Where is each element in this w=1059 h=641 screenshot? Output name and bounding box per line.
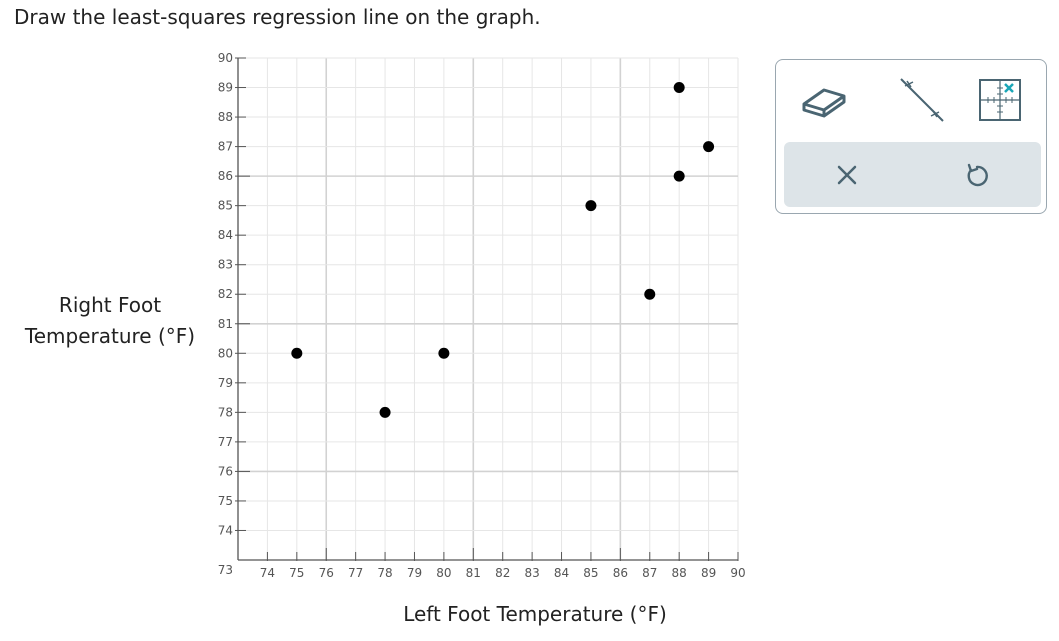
y-tick-label: 77 [218, 435, 233, 449]
grid [238, 57, 739, 560]
y-tick-label: 75 [218, 494, 233, 508]
x-ticks: 74 75 76 77 78 79 80 81 82 83 84 85 86 87 88 89 90 [260, 548, 746, 580]
y-tick-label: 86 [218, 169, 233, 183]
x-tick-label: 78 [377, 566, 392, 580]
question-prompt: Draw the least-squares regression line o… [14, 5, 541, 29]
y-tick-label: 84 [218, 228, 233, 242]
x-tick-label: 77 [348, 566, 363, 580]
x-tick-label: 88 [672, 566, 687, 580]
y-axis-label-line-1: Right Foot [58, 293, 162, 317]
data-points [291, 82, 715, 418]
y-tick-label: 87 [218, 140, 233, 154]
point-tool-button[interactable] [972, 74, 1028, 126]
undo-icon [967, 163, 988, 187]
x-tick-label: 90 [730, 566, 745, 580]
graph-actions [784, 142, 1041, 207]
x-tick-label: 82 [495, 566, 510, 580]
origin-label: 73 [218, 563, 233, 577]
line-tool-button[interactable] [894, 74, 950, 126]
x-tick-label: 74 [260, 566, 275, 580]
x-tick-label: 86 [613, 566, 628, 580]
y-tick-label: 85 [218, 199, 233, 213]
undo-button[interactable] [954, 152, 1000, 198]
y-tick-label: 82 [218, 287, 233, 301]
y-tick-label: 80 [218, 346, 233, 360]
x-tick-label: 84 [554, 566, 569, 580]
axes: 73 [218, 58, 738, 577]
data-point [291, 347, 303, 359]
data-point [379, 406, 391, 418]
data-point [673, 82, 685, 94]
clear-button[interactable] [824, 152, 870, 198]
y-tick-label: 90 [218, 51, 233, 65]
eraser-icon [802, 88, 846, 118]
y-tick-label: 89 [218, 81, 233, 95]
line-tool-icon [900, 78, 944, 122]
y-tick-label: 79 [218, 376, 233, 390]
x-tick-label: 81 [466, 566, 481, 580]
y-tick-label: 78 [218, 405, 233, 419]
x-tick-label: 83 [524, 566, 539, 580]
y-tick-label: 74 [218, 523, 233, 537]
data-point [673, 170, 685, 182]
x-tick-label: 87 [642, 566, 657, 580]
x-tick-label: 75 [289, 566, 304, 580]
y-tick-label: 76 [218, 464, 233, 478]
data-point [585, 200, 597, 212]
y-ticks: 74 75 76 77 78 79 80 81 82 83 84 85 86 87 88 89 90 [218, 51, 250, 537]
y-axis-label: Right Foot Temperature (°F) [0, 290, 220, 352]
y-tick-label: 81 [218, 317, 233, 331]
x-axis-label: Left Foot Temperature (°F) [403, 602, 667, 626]
x-tick-label: 76 [319, 566, 334, 580]
x-tick-label: 79 [407, 566, 422, 580]
data-point [703, 141, 715, 153]
point-tool-icon [979, 79, 1021, 121]
x-tick-label: 80 [436, 566, 451, 580]
data-point [438, 347, 450, 359]
y-axis-label-line-2: Temperature (°F) [24, 324, 196, 348]
data-point [644, 288, 656, 300]
scatter-plot[interactable]: 73 74 75 76 77 78 79 80 81 82 83 84 85 86 87 88 89 90 74… [0, 0, 760, 600]
y-tick-label: 83 [218, 258, 233, 272]
eraser-tool-button[interactable] [796, 74, 852, 126]
graph-toolbar [775, 59, 1047, 214]
x-tick-label: 89 [701, 566, 716, 580]
x-tick-label: 85 [583, 566, 598, 580]
close-icon [837, 165, 857, 185]
y-tick-label: 88 [218, 110, 233, 124]
